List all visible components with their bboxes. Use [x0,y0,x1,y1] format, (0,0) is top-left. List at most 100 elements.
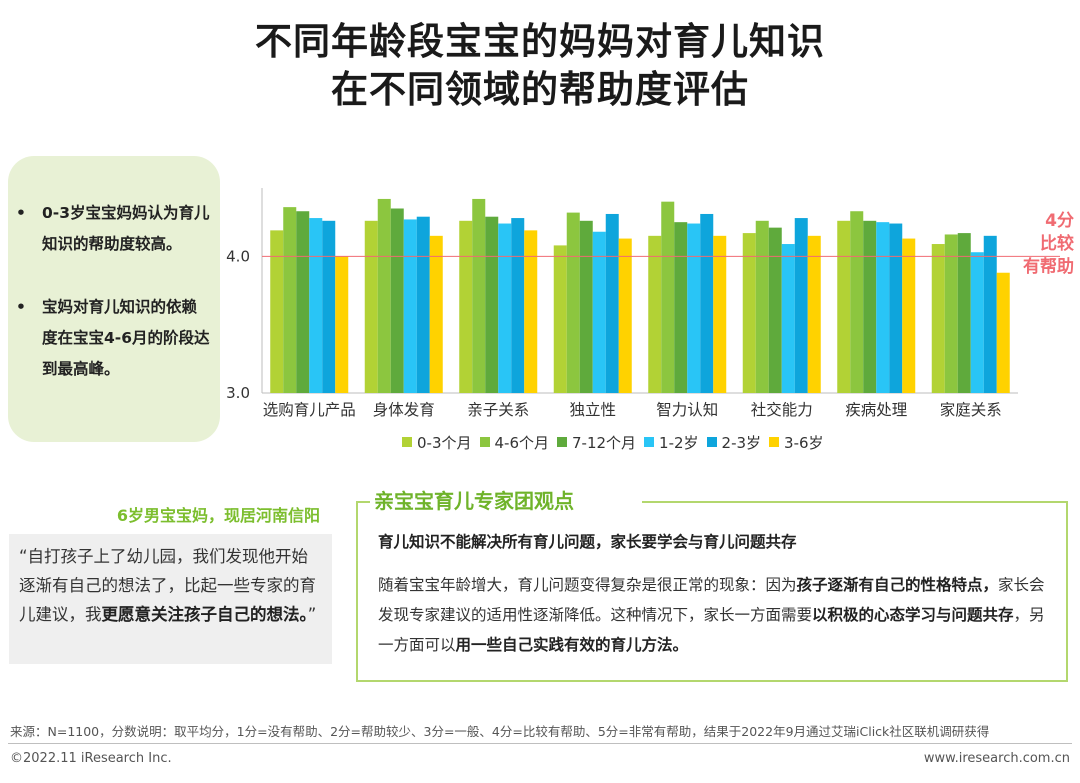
bar [889,223,903,393]
bar [390,208,404,393]
bar [983,235,997,393]
legend-swatch [706,437,717,447]
bar [485,216,499,393]
legend-swatch [644,437,655,447]
expert-text-2: 家长会发现专家建议的适用性逐渐降低。这种情况下，家长一方面需要 [378,576,1045,624]
legend-swatch [557,437,567,447]
bar [472,198,486,393]
legend-label: 0-3个月 [417,433,472,452]
bar [996,272,1010,393]
insight-panel: • 0-3岁宝宝妈妈认为育儿知识的帮助度较高。 • 宝妈对育儿知识的依赖度在宝宝… [8,156,220,442]
legend-label: 7-12个月 [572,433,637,452]
x-tick-label: 社交能力 [751,401,813,419]
legend-swatch [769,437,780,447]
x-tick-label: 亲子关系 [467,401,529,419]
bar [957,233,971,393]
legend-label: 1-2岁 [659,433,699,452]
bar [309,218,323,393]
bar [459,220,473,393]
bar [403,219,417,393]
bar [592,231,606,393]
quote-text-normal: “自打孩子上了幼儿园，我们发现他开始逐渐有自己的想法了，比起一些专家的育儿建议，… [19,547,316,624]
expert-title: 亲宝宝育儿专家团观点 [374,489,574,513]
x-tick-label: 疾病处理 [845,401,907,419]
insight-bullet-2: • 宝妈对育儿知识的依赖度在宝宝4-6月的阶段达到最高峰。 [16,292,212,385]
quote-author: 6岁男宝宝妈，现居河南信阳 [116,506,320,525]
bar [850,211,864,393]
legend-item: 2-3岁 [706,432,762,453]
legend-item: 0-3个月 [402,432,472,453]
legend-label: 4-6个月 [494,433,550,452]
bar [283,207,297,393]
y-tick-label: 3.0 [226,384,250,402]
bar [781,244,795,393]
bar [944,234,958,393]
x-tick-label: 家庭关系 [940,401,1002,419]
bar [931,244,945,393]
bar [566,212,580,393]
annotation-line3: 有帮助 [1023,257,1074,277]
expert-text-3: ，另一方面可以 [378,606,1045,654]
bar [579,220,593,393]
bar [837,220,851,393]
bar [322,220,336,393]
bar [674,222,688,393]
bar [970,252,984,393]
bar [700,213,714,393]
bar [416,216,430,393]
footer-website[interactable]: www.iresearch.com.cn [923,751,1070,766]
bullet-dot-icon: • [16,298,26,316]
bar [524,230,538,393]
legend-item: 4-6个月 [479,432,550,453]
bar [742,233,756,393]
x-tick-label: 独立性 [569,401,616,419]
insight-bullet-1: • 0-3岁宝宝妈妈认为育儿知识的帮助度较高。 [16,198,212,260]
expert-headline: 育儿知识不能解决所有育儿问题，家长要学会与育儿问题共存 [378,533,797,551]
legend-item: 7-12个月 [557,432,636,453]
footer-copyright: ©2022.11 iResearch Inc. [10,751,172,766]
source-note: 来源：N=1100，分数说明：取平均分，1分=没有帮助、2分=帮助较少、3分=一… [10,724,990,739]
legend-item: 3-6岁 [769,432,824,453]
bar [794,218,808,393]
bar [807,235,821,393]
insight-text-2: 宝妈对育儿知识的依赖度在宝宝4-6月的阶段达到最高峰。 [42,298,210,378]
quote-text-bold: 更愿意关注孩子自己的想法。 [101,605,308,624]
bar [498,223,512,393]
bar [296,211,310,393]
expert-body: 随着宝宝年龄增大，育儿问题变得复杂是很正常的现象：因为孩子逐渐有自己的性格特点，… [378,570,1050,660]
quote-text-end: ” [307,605,317,624]
bar [876,222,890,393]
annotation-line1: 4分 [1045,211,1074,231]
bar [902,238,916,393]
x-tick-label: 智力认知 [656,401,718,419]
insight-text-1: 0-3岁宝宝妈妈认为育儿知识的帮助度较高。 [42,204,210,253]
bar [553,245,567,393]
expert-bold-2: 以积极的心态学习与问题共存 [812,606,1014,624]
bar [335,256,349,393]
chart-legend: 0-3个月 4-6个月 7-12个月 1-2岁 2-3岁 3-6岁 [402,430,832,454]
expert-box [356,501,1068,682]
quote-box: “自打孩子上了幼儿园，我们发现他开始逐渐有自己的想法了，比起一些专家的育儿建议，… [9,534,332,664]
expert-box-border [356,501,370,503]
legend-label: 2-3岁 [721,433,762,452]
bar [648,235,662,393]
bar [364,220,378,393]
reference-annotation: 4分 比较 有帮助 [1004,210,1074,279]
bar [605,213,619,393]
bar [713,235,727,393]
expert-bold-1: 孩子逐渐有自己的性格特点， [796,576,999,594]
bar [863,220,877,393]
bullet-dot-icon: • [16,204,26,222]
expert-box-border [642,501,1068,503]
footer-divider [8,743,1072,744]
x-tick-label: 选购育儿产品 [263,401,356,419]
legend-label: 3-6岁 [784,433,824,452]
bar [768,227,782,393]
bar [661,201,675,393]
page-title: 不同年龄段宝宝的妈妈对育儿知识 在不同领域的帮助度评估 [0,18,1080,114]
bar [687,223,701,393]
bar [377,198,391,393]
expert-bold-3: 用一些自己实践有效的育儿方法。 [455,636,689,654]
legend-swatch [479,437,490,447]
